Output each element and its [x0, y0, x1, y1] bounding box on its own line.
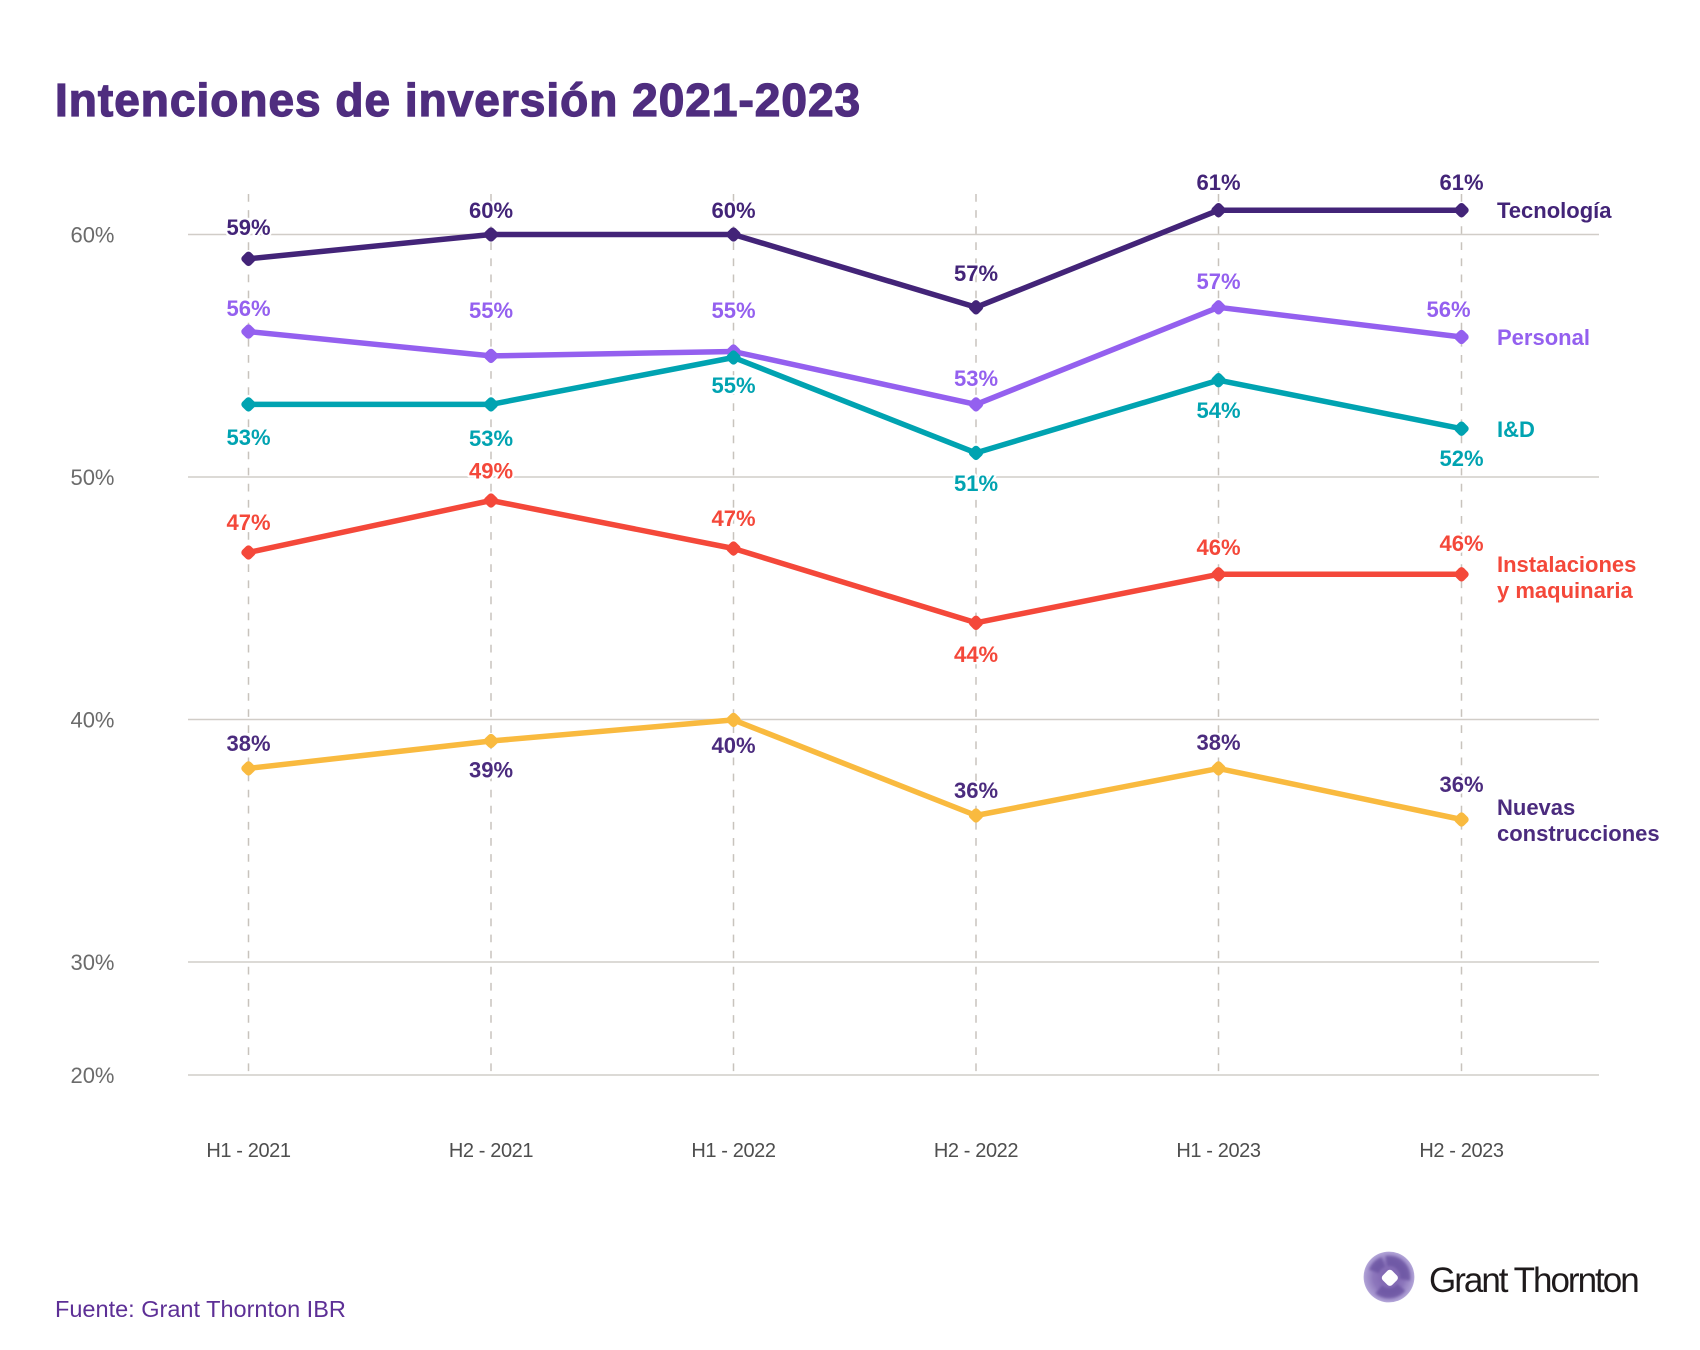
svg-text:55%: 55%	[711, 373, 755, 398]
svg-text:38%: 38%	[1196, 730, 1240, 755]
svg-text:61%: 61%	[1439, 170, 1483, 195]
svg-text:H1 - 2021: H1 - 2021	[206, 1140, 291, 1162]
svg-text:Instalaciones: Instalaciones	[1497, 552, 1636, 577]
svg-text:59%: 59%	[226, 215, 270, 240]
svg-text:Grant Thornton: Grant Thornton	[1429, 1261, 1638, 1300]
svg-text:56%: 56%	[226, 296, 270, 321]
svg-text:47%: 47%	[226, 510, 270, 535]
svg-text:30%: 30%	[70, 950, 114, 975]
svg-text:36%: 36%	[954, 778, 998, 803]
svg-text:construcciones: construcciones	[1497, 821, 1660, 846]
svg-text:H1 - 2022: H1 - 2022	[691, 1140, 776, 1162]
svg-text:46%: 46%	[1196, 535, 1240, 560]
svg-text:44%: 44%	[954, 642, 998, 667]
svg-text:61%: 61%	[1196, 170, 1240, 195]
svg-text:Tecnología: Tecnología	[1497, 198, 1612, 223]
svg-text:H2 - 2021: H2 - 2021	[449, 1140, 534, 1162]
svg-text:57%: 57%	[1196, 269, 1240, 294]
svg-text:Personal: Personal	[1497, 325, 1590, 350]
svg-text:y maquinaria: y maquinaria	[1497, 578, 1633, 603]
svg-text:55%: 55%	[469, 298, 513, 323]
svg-text:56%: 56%	[1426, 297, 1470, 322]
svg-text:53%: 53%	[469, 426, 513, 451]
svg-text:54%: 54%	[1196, 398, 1240, 423]
svg-text:49%: 49%	[469, 459, 513, 484]
svg-text:52%: 52%	[1439, 446, 1483, 471]
svg-text:60%: 60%	[469, 198, 513, 223]
svg-text:Intenciones de inversión 2021-: Intenciones de inversión 2021-2023	[55, 74, 861, 126]
svg-text:60%: 60%	[711, 198, 755, 223]
svg-text:46%: 46%	[1439, 531, 1483, 556]
svg-text:55%: 55%	[711, 298, 755, 323]
svg-text:51%: 51%	[954, 471, 998, 496]
svg-text:57%: 57%	[954, 261, 998, 286]
svg-text:53%: 53%	[226, 425, 270, 450]
svg-text:47%: 47%	[711, 506, 755, 531]
svg-text:I&D: I&D	[1497, 417, 1535, 442]
svg-text:20%: 20%	[70, 1063, 114, 1088]
svg-text:H2 - 2023: H2 - 2023	[1419, 1140, 1504, 1162]
svg-text:53%: 53%	[954, 366, 998, 391]
svg-text:H1 - 2023: H1 - 2023	[1176, 1140, 1261, 1162]
svg-text:H2 - 2022: H2 - 2022	[934, 1140, 1019, 1162]
svg-text:38%: 38%	[226, 731, 270, 756]
svg-text:60%: 60%	[70, 223, 114, 248]
svg-text:39%: 39%	[469, 758, 513, 783]
svg-text:40%: 40%	[711, 733, 755, 758]
svg-text:40%: 40%	[70, 708, 114, 733]
svg-text:36%: 36%	[1439, 772, 1483, 797]
svg-text:Nuevas: Nuevas	[1497, 795, 1575, 820]
svg-text:Fuente: Grant Thornton IBR: Fuente: Grant Thornton IBR	[55, 1296, 346, 1322]
svg-text:50%: 50%	[70, 465, 114, 490]
